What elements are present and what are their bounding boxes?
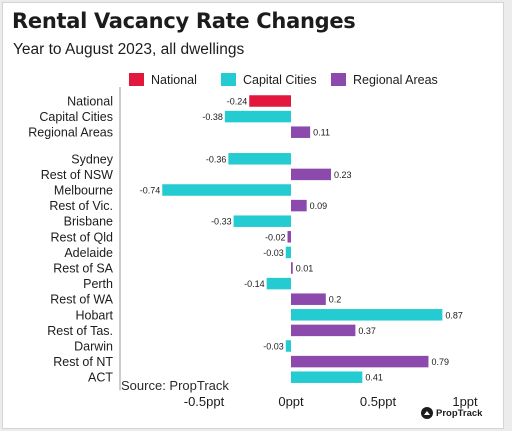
legend-swatch-regional-areas: [331, 73, 346, 86]
bar-rest-of-nsw: [291, 168, 332, 181]
category-label-hobart: Hobart: [75, 308, 113, 322]
value-label-brisbane: -0.33: [211, 217, 232, 227]
category-label-rest-of-qld: Rest of Qld: [50, 230, 113, 244]
bar-rest-of-qld: [287, 231, 291, 243]
x-tick-label-0-5ppt: -0.5ppt: [184, 394, 225, 409]
value-label-rest-of-nsw: 0.23: [334, 170, 352, 180]
category-label-adelaide: Adelaide: [64, 246, 113, 260]
bar-rest-of-sa: [291, 262, 293, 274]
bar-perth: [266, 277, 291, 290]
category-label-rest-of-tas: Rest of Tas.: [47, 324, 113, 338]
value-label-adelaide: -0.03: [263, 248, 284, 258]
category-label-melbourne: Melbourne: [54, 184, 113, 198]
value-label-rest-of-sa: 0.01: [296, 264, 314, 274]
bar-rest-of-tas: [291, 324, 356, 337]
category-label-rest-of-sa: Rest of SA: [53, 262, 113, 276]
proptrack-logo: PropTrack: [421, 407, 482, 419]
category-label-rest-of-nt: Rest of NT: [53, 355, 113, 369]
bar-capital-cities: [224, 110, 291, 123]
x-tick-label-0-5ppt: 0.5ppt: [360, 394, 397, 409]
bar-rest-of-wa: [291, 293, 326, 305]
category-label-brisbane: Brisbane: [64, 215, 113, 229]
category-label-national: National: [67, 95, 113, 109]
bar-hobart: [291, 309, 443, 321]
value-label-rest-of-tas: 0.37: [358, 326, 376, 336]
value-label-darwin: -0.03: [263, 342, 284, 352]
legend-label-capital-cities: Capital Cities: [243, 73, 317, 87]
bar-adelaide: [285, 246, 291, 259]
value-label-rest-of-nt: 0.79: [431, 357, 449, 367]
chart-title: Rental Vacancy Rate Changes: [12, 9, 356, 33]
value-label-hobart: 0.87: [445, 310, 463, 320]
category-label-regional-areas: Regional Areas: [28, 126, 113, 140]
value-label-act: 0.41: [365, 373, 383, 383]
bar-regional-areas: [291, 126, 311, 138]
value-label-sydney: -0.36: [206, 154, 227, 164]
category-label-rest-of-wa: Rest of WA: [50, 293, 113, 307]
legend-swatch-national: [129, 73, 144, 86]
logo-text: PropTrack: [436, 407, 483, 419]
bar-chart: National Capital Cities Regional AreasNati…: [28, 73, 478, 409]
category-label-capital-cities: Capital Cities: [39, 110, 113, 124]
chart-card: Rental Vacancy Rate Changes Year to Augu…: [2, 2, 504, 429]
x-tick-label-1ppt: 1ppt: [452, 394, 478, 409]
value-label-national: -0.24: [227, 97, 248, 107]
bar-melbourne: [162, 184, 291, 196]
bar-rest-of-nt: [291, 355, 429, 368]
legend-swatch-capital-cities: [221, 73, 236, 86]
bar-act: [291, 371, 363, 383]
value-label-rest-of-qld: -0.02: [265, 232, 286, 242]
category-label-sydney: Sydney: [71, 152, 113, 166]
category-label-perth: Perth: [83, 277, 113, 291]
house-icon: [421, 407, 433, 419]
value-label-capital-cities: -0.38: [202, 112, 223, 122]
category-label-act: ACT: [88, 371, 113, 385]
value-label-rest-of-wa: 0.2: [329, 295, 342, 305]
x-tick-label-0ppt: 0ppt: [278, 394, 304, 409]
bar-national: [249, 95, 291, 107]
category-label-darwin: Darwin: [74, 340, 113, 354]
bar-darwin: [285, 340, 291, 352]
value-label-melbourne: -0.74: [140, 186, 161, 196]
source-note: Source: PropTrack: [121, 378, 229, 393]
bar-brisbane: [233, 215, 291, 227]
value-label-regional-areas: 0.11: [313, 128, 330, 138]
value-label-rest-of-vic: 0.09: [310, 201, 328, 211]
bar-rest-of-vic: [291, 199, 307, 212]
value-label-perth: -0.14: [244, 279, 265, 289]
legend-label-regional-areas: Regional Areas: [353, 73, 438, 87]
bar-sydney: [228, 153, 291, 165]
chart-subtitle: Year to August 2023, all dwellings: [13, 41, 245, 58]
category-label-rest-of-vic: Rest of Vic.: [49, 199, 113, 213]
legend-label-national: National: [151, 73, 197, 87]
category-label-rest-of-nsw: Rest of NSW: [41, 168, 113, 182]
